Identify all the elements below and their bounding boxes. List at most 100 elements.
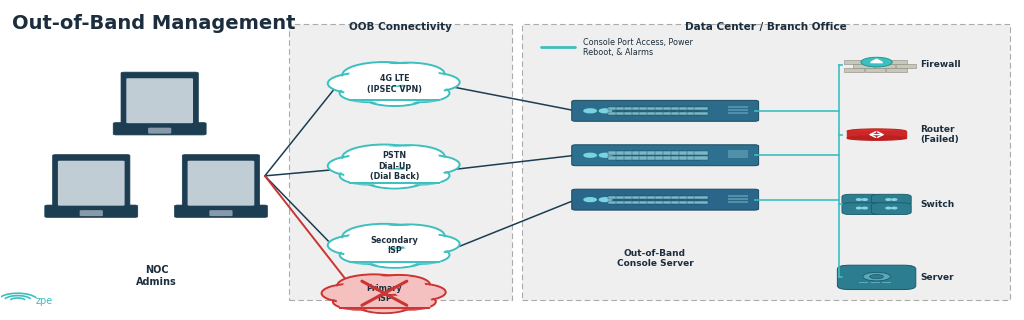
- Text: Out-of-Band
Console Server: Out-of-Band Console Server: [616, 249, 693, 268]
- Bar: [728, 156, 749, 158]
- FancyBboxPatch shape: [871, 194, 911, 206]
- Circle shape: [350, 64, 418, 86]
- Bar: [624, 151, 637, 155]
- Bar: [728, 109, 749, 111]
- Bar: [608, 156, 622, 160]
- Circle shape: [373, 63, 444, 85]
- Circle shape: [886, 199, 891, 200]
- Circle shape: [340, 84, 398, 102]
- Circle shape: [362, 248, 427, 268]
- Bar: [859, 282, 868, 283]
- FancyBboxPatch shape: [886, 60, 906, 64]
- Circle shape: [322, 284, 381, 302]
- FancyBboxPatch shape: [52, 155, 130, 210]
- FancyBboxPatch shape: [886, 68, 906, 72]
- Circle shape: [599, 109, 611, 113]
- FancyBboxPatch shape: [80, 210, 102, 216]
- Circle shape: [397, 155, 460, 174]
- Circle shape: [599, 198, 611, 202]
- Text: NOC
Admins: NOC Admins: [136, 265, 177, 287]
- Polygon shape: [350, 249, 439, 262]
- FancyBboxPatch shape: [865, 60, 886, 64]
- Bar: [671, 107, 684, 110]
- Circle shape: [869, 275, 884, 279]
- Bar: [655, 107, 669, 110]
- Bar: [694, 112, 708, 115]
- Circle shape: [345, 168, 392, 183]
- Bar: [632, 196, 645, 199]
- Circle shape: [391, 166, 450, 185]
- Bar: [687, 196, 700, 199]
- Circle shape: [385, 294, 436, 310]
- Circle shape: [342, 224, 426, 250]
- Circle shape: [397, 73, 460, 92]
- Circle shape: [338, 295, 380, 308]
- Circle shape: [584, 153, 596, 157]
- Circle shape: [356, 296, 413, 313]
- Bar: [615, 156, 629, 160]
- FancyBboxPatch shape: [844, 68, 864, 72]
- Circle shape: [892, 199, 897, 200]
- Bar: [671, 112, 684, 115]
- FancyBboxPatch shape: [842, 194, 882, 206]
- Bar: [647, 151, 660, 155]
- Polygon shape: [870, 59, 883, 63]
- Circle shape: [856, 199, 861, 200]
- Text: Console Port Access, Power
Reboot, & Alarms: Console Port Access, Power Reboot, & Ala…: [584, 38, 693, 57]
- Circle shape: [856, 207, 861, 209]
- Circle shape: [340, 246, 398, 264]
- Circle shape: [396, 247, 444, 262]
- Circle shape: [342, 145, 426, 171]
- Circle shape: [403, 74, 454, 90]
- Circle shape: [397, 234, 460, 254]
- Circle shape: [345, 247, 392, 262]
- Circle shape: [373, 277, 424, 293]
- Circle shape: [350, 226, 418, 247]
- Bar: [350, 87, 439, 100]
- Circle shape: [584, 198, 596, 202]
- Circle shape: [342, 62, 426, 88]
- Bar: [847, 131, 906, 138]
- Bar: [870, 282, 880, 283]
- Bar: [647, 107, 660, 110]
- Bar: [679, 107, 692, 110]
- Circle shape: [369, 171, 421, 187]
- Bar: [694, 196, 708, 199]
- Bar: [624, 112, 637, 115]
- Circle shape: [396, 285, 440, 299]
- Circle shape: [361, 297, 408, 312]
- Bar: [679, 201, 692, 204]
- Bar: [663, 156, 676, 160]
- Bar: [663, 151, 676, 155]
- FancyBboxPatch shape: [182, 155, 260, 210]
- FancyBboxPatch shape: [121, 72, 199, 127]
- Circle shape: [599, 153, 611, 157]
- Bar: [624, 156, 637, 160]
- Bar: [679, 112, 692, 115]
- FancyBboxPatch shape: [209, 210, 232, 216]
- Bar: [615, 201, 629, 204]
- FancyBboxPatch shape: [126, 78, 194, 123]
- Circle shape: [334, 75, 389, 92]
- FancyBboxPatch shape: [58, 161, 125, 206]
- FancyBboxPatch shape: [148, 128, 171, 134]
- Bar: [882, 282, 891, 283]
- Bar: [655, 196, 669, 199]
- Bar: [632, 112, 645, 115]
- FancyBboxPatch shape: [874, 64, 895, 68]
- Ellipse shape: [847, 136, 906, 140]
- Text: Secondary
ISP: Secondary ISP: [371, 236, 419, 255]
- Circle shape: [379, 147, 438, 165]
- Bar: [728, 106, 749, 108]
- Circle shape: [327, 286, 376, 301]
- Bar: [679, 151, 692, 155]
- Bar: [608, 196, 622, 199]
- Bar: [694, 107, 708, 110]
- Bar: [671, 201, 684, 204]
- Circle shape: [403, 236, 454, 252]
- Circle shape: [862, 207, 867, 209]
- Circle shape: [861, 57, 892, 67]
- Text: Data Center / Branch Office: Data Center / Branch Office: [685, 22, 847, 32]
- Text: PSTN
Dial-Up
(Dial Back): PSTN Dial-Up (Dial Back): [370, 151, 419, 181]
- Circle shape: [892, 207, 897, 209]
